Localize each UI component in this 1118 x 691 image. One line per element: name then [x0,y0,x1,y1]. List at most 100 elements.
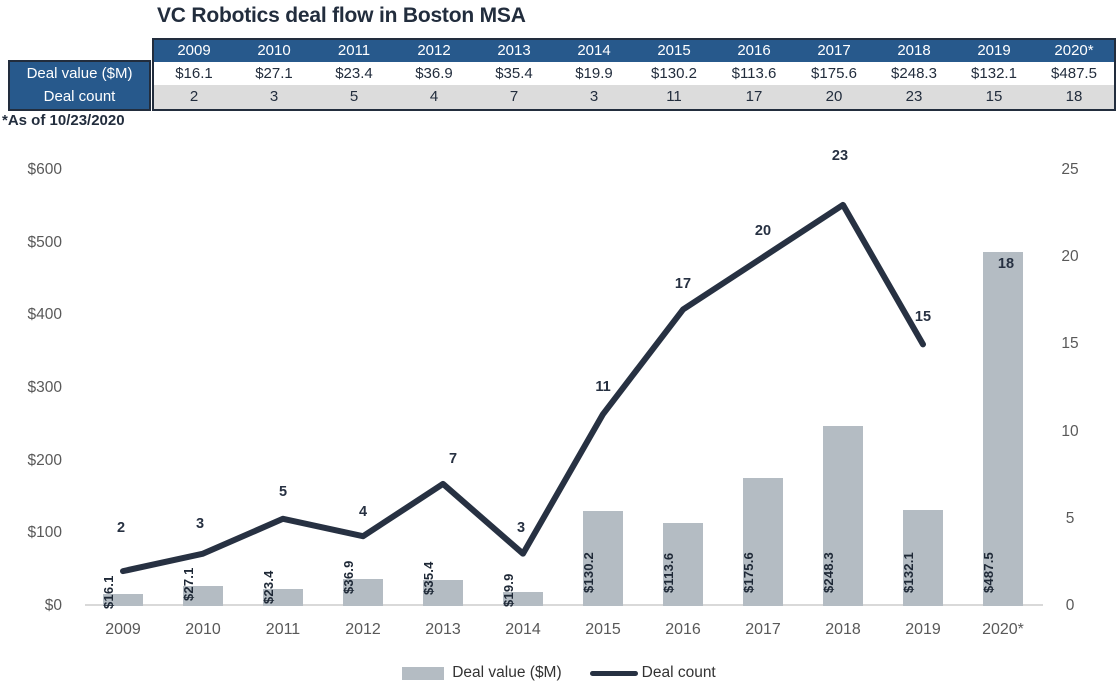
deal-value-bar [103,594,143,606]
deal-count-label: 2 [116,520,126,537]
right-axis-tick: 0 [1065,597,1075,614]
left-axis-tick: $100 [27,524,62,542]
table-year-header: 2009 [154,40,234,62]
table-year-header: 2015 [634,40,714,62]
table-deal-value-cell: $36.9 [394,62,474,85]
deal-count-label: 18 [997,256,1015,273]
deal-count-label: 11 [595,379,611,396]
table-deal-value-cell: $487.5 [1034,62,1114,85]
table-deal-count-cell: 20 [794,85,874,109]
deal-count-label: 4 [358,504,368,521]
x-axis-category-label: 2017 [745,621,781,638]
right-axis-tick: 10 [1061,422,1079,440]
deal-value-bar [983,251,1023,606]
table-deal-value-cell: $27.1 [234,62,314,85]
deal-count-label: 7 [448,450,458,467]
deal-value-bar [183,586,223,606]
deal-value-bar [663,523,703,606]
deal-value-bar [423,580,463,606]
x-axis-category-label: 2012 [345,621,381,638]
bar-value-label: $487.5 [981,552,996,593]
table-year-header: 2020* [1034,40,1114,62]
bar-value-label: $36.9 [341,560,356,595]
table-deal-count-cell: 11 [634,85,714,109]
table-deal-count-cell: 17 [714,85,794,109]
table-deal-count-cell: 15 [954,85,1034,109]
table-deal-count-cell: 23 [874,85,954,109]
table-row-label-deal-value: Deal value ($M) [26,65,133,82]
table-deal-value-cell: $113.6 [714,62,794,85]
legend-bar-swatch [402,666,445,680]
table-deal-value-cell: $19.9 [554,62,634,85]
right-axis-tick: 25 [1061,161,1079,178]
left-axis-tick: $200 [27,451,62,469]
table-deal-count-cell: 2 [154,85,234,109]
deal-count-label: 17 [674,275,692,292]
left-axis-tick: $0 [44,597,62,614]
deal-count-label: 3 [516,519,526,536]
footnote: *As of 10/23/2020 [2,112,125,129]
table-deal-value-cell: $130.2 [634,62,714,85]
bar-value-label: $27.1 [181,567,196,602]
chart-title: VC Robotics deal flow in Boston MSA [157,4,526,27]
bar-value-label: $175.6 [741,552,756,593]
x-axis-category-label: 2013 [425,621,461,638]
deal-value-bar [263,588,303,606]
table-year-header: 2017 [794,40,874,62]
table-year-header: 2019 [954,40,1034,62]
x-axis-category-label: 2016 [665,621,701,638]
deal-value-bar [823,425,863,606]
deal-count-label: 23 [831,147,849,164]
bar-value-label: $130.2 [581,552,596,593]
deal-value-bar [583,511,623,606]
table-year-header: 2013 [474,40,554,62]
bar-value-label: $19.9 [501,572,516,607]
x-axis-category-label: 2019 [905,621,941,638]
table-deal-count-cell: 4 [394,85,474,109]
table-year-header: 2011 [314,40,394,62]
x-axis-category-label: 2014 [505,621,541,638]
x-axis-category-label: 2015 [585,621,621,638]
bar-value-label: $248.3 [821,552,836,593]
x-axis-category-label: 2018 [825,621,861,638]
table-deal-value-cell: $132.1 [954,62,1034,85]
deal-count-label: 20 [754,223,772,240]
table-deal-count-cell: 3 [554,85,634,109]
deal-value-bar [743,478,783,606]
bar-value-label: $113.6 [661,552,676,593]
table-deal-count-cell: 3 [234,85,314,109]
x-axis-category-label: 2011 [265,621,301,638]
table-row-label-deal-count: Deal count [43,88,116,105]
table-year-header: 2016 [714,40,794,62]
table-deal-value-cell: $16.1 [154,62,234,85]
right-axis-tick: 20 [1061,248,1079,266]
deal-count-label: 3 [195,515,205,532]
deal-count-line [120,201,926,575]
left-axis-tick: $400 [27,306,62,324]
table-deal-value-cell: $35.4 [474,62,554,85]
x-axis-category-label: 2010 [185,621,221,638]
x-axis-category-label: 2009 [105,621,141,638]
bar-value-label: $16.1 [101,575,116,610]
table-deal-count-cell: 5 [314,85,394,109]
table-deal-value-row: $16.1 $27.1 $23.4 $36.9 $35.4 $19.9 $130.2 $113… [154,62,1114,85]
left-axis-tick: $500 [27,233,62,251]
legend-label-deal-value: Deal value ($M) [452,664,562,681]
deal-count-label: 5 [278,483,288,500]
table-deal-value-cell: $175.6 [794,62,874,85]
table-deal-value-cell: $248.3 [874,62,954,85]
left-axis-tick: $300 [27,379,62,396]
table-year-header: 2018 [874,40,954,62]
right-axis-tick: 15 [1061,335,1079,353]
table-year-header: 2010 [234,40,314,62]
table-deal-value-cell: $23.4 [314,62,394,85]
table-deal-count-cell: 18 [1034,85,1114,109]
deal-value-bar [903,510,943,606]
deal-count-label: 15 [914,309,932,326]
right-axis-tick: 5 [1065,509,1075,527]
bar-value-label: $132.1 [901,552,916,593]
bar-value-label: $35.4 [421,561,436,596]
x-axis-line [85,604,1043,606]
